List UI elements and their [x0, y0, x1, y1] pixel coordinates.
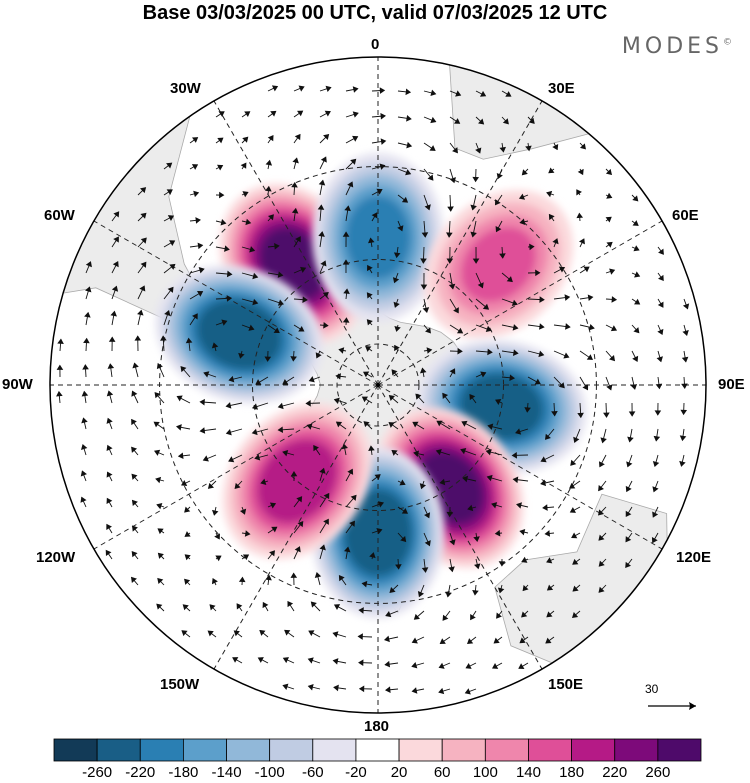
map-title: Base 03/03/2025 00 UTC, valid 07/03/2025…	[142, 2, 608, 24]
colorbar-tick: 260	[645, 764, 671, 781]
colorbar-swatch	[226, 738, 271, 762]
wind-vectors	[56, 85, 690, 695]
meridian	[377, 100, 543, 386]
lon-label-90e: 90E	[718, 376, 745, 393]
colorbar-tick: 180	[559, 764, 585, 781]
meridian	[377, 384, 663, 550]
colorbar-swatch	[398, 738, 443, 762]
meridian	[93, 220, 379, 386]
colorbar-swatch	[441, 738, 486, 762]
lon-label-0: 0	[371, 36, 380, 53]
reference-vector-label: 30	[645, 682, 659, 696]
lon-label-30e: 30E	[548, 80, 575, 97]
lon-label-120e: 120E	[676, 549, 712, 566]
anomaly-field	[155, 152, 587, 619]
colorbar-tick: 20	[390, 764, 408, 781]
anomaly-center	[424, 189, 574, 339]
lon-label-60w: 60W	[44, 207, 75, 224]
colorbar-tick: 140	[515, 764, 541, 781]
colorbar-swatch	[53, 738, 98, 762]
meridian	[213, 384, 379, 670]
colorbar-tick: -220	[125, 764, 156, 781]
colorbar-swatch	[139, 738, 184, 762]
anomaly-center	[155, 265, 323, 404]
colorbar-swatch	[355, 738, 400, 762]
lon-label-150w: 150W	[160, 676, 200, 693]
colorbar-swatch	[312, 738, 357, 762]
modes-logo: MODES©	[621, 34, 732, 59]
colorbar-swatch	[528, 738, 573, 762]
colorbar-swatch	[571, 738, 616, 762]
map-boundary	[49, 56, 707, 714]
colorbar-swatch	[614, 738, 659, 762]
colorbar-swatch	[657, 738, 702, 762]
lon-label-150e: 150E	[548, 676, 584, 693]
latitude-circle	[251, 258, 505, 512]
colorbar-tick: -20	[345, 764, 367, 781]
colorbar-tick: 100	[472, 764, 498, 781]
reference-vector	[648, 702, 696, 710]
colorbar-swatch	[182, 738, 227, 762]
colorbar-tick: -100	[254, 764, 285, 781]
colorbar-tick: -60	[301, 764, 324, 781]
colorbar-tick: 60	[433, 764, 451, 781]
colorbar-tick: 220	[602, 764, 628, 781]
colorbar-tick: -260	[82, 764, 113, 781]
colorbar-swatch	[96, 738, 141, 762]
lon-label-60e: 60E	[672, 207, 699, 224]
lon-label-90w: 90W	[2, 376, 33, 393]
colorbar-swatch	[269, 738, 314, 762]
lon-label-180: 180	[364, 718, 390, 735]
colorbar-swatch	[484, 738, 529, 762]
graticule	[50, 57, 706, 713]
meridian	[93, 384, 379, 550]
meridian	[377, 384, 543, 670]
lon-label-30w: 30W	[170, 80, 201, 97]
colorbar	[53, 738, 702, 762]
colorbar-tick: -140	[211, 764, 242, 781]
meridian	[377, 220, 663, 386]
colorbar-tick: -180	[168, 764, 199, 781]
lon-label-120w: 120W	[36, 549, 76, 566]
